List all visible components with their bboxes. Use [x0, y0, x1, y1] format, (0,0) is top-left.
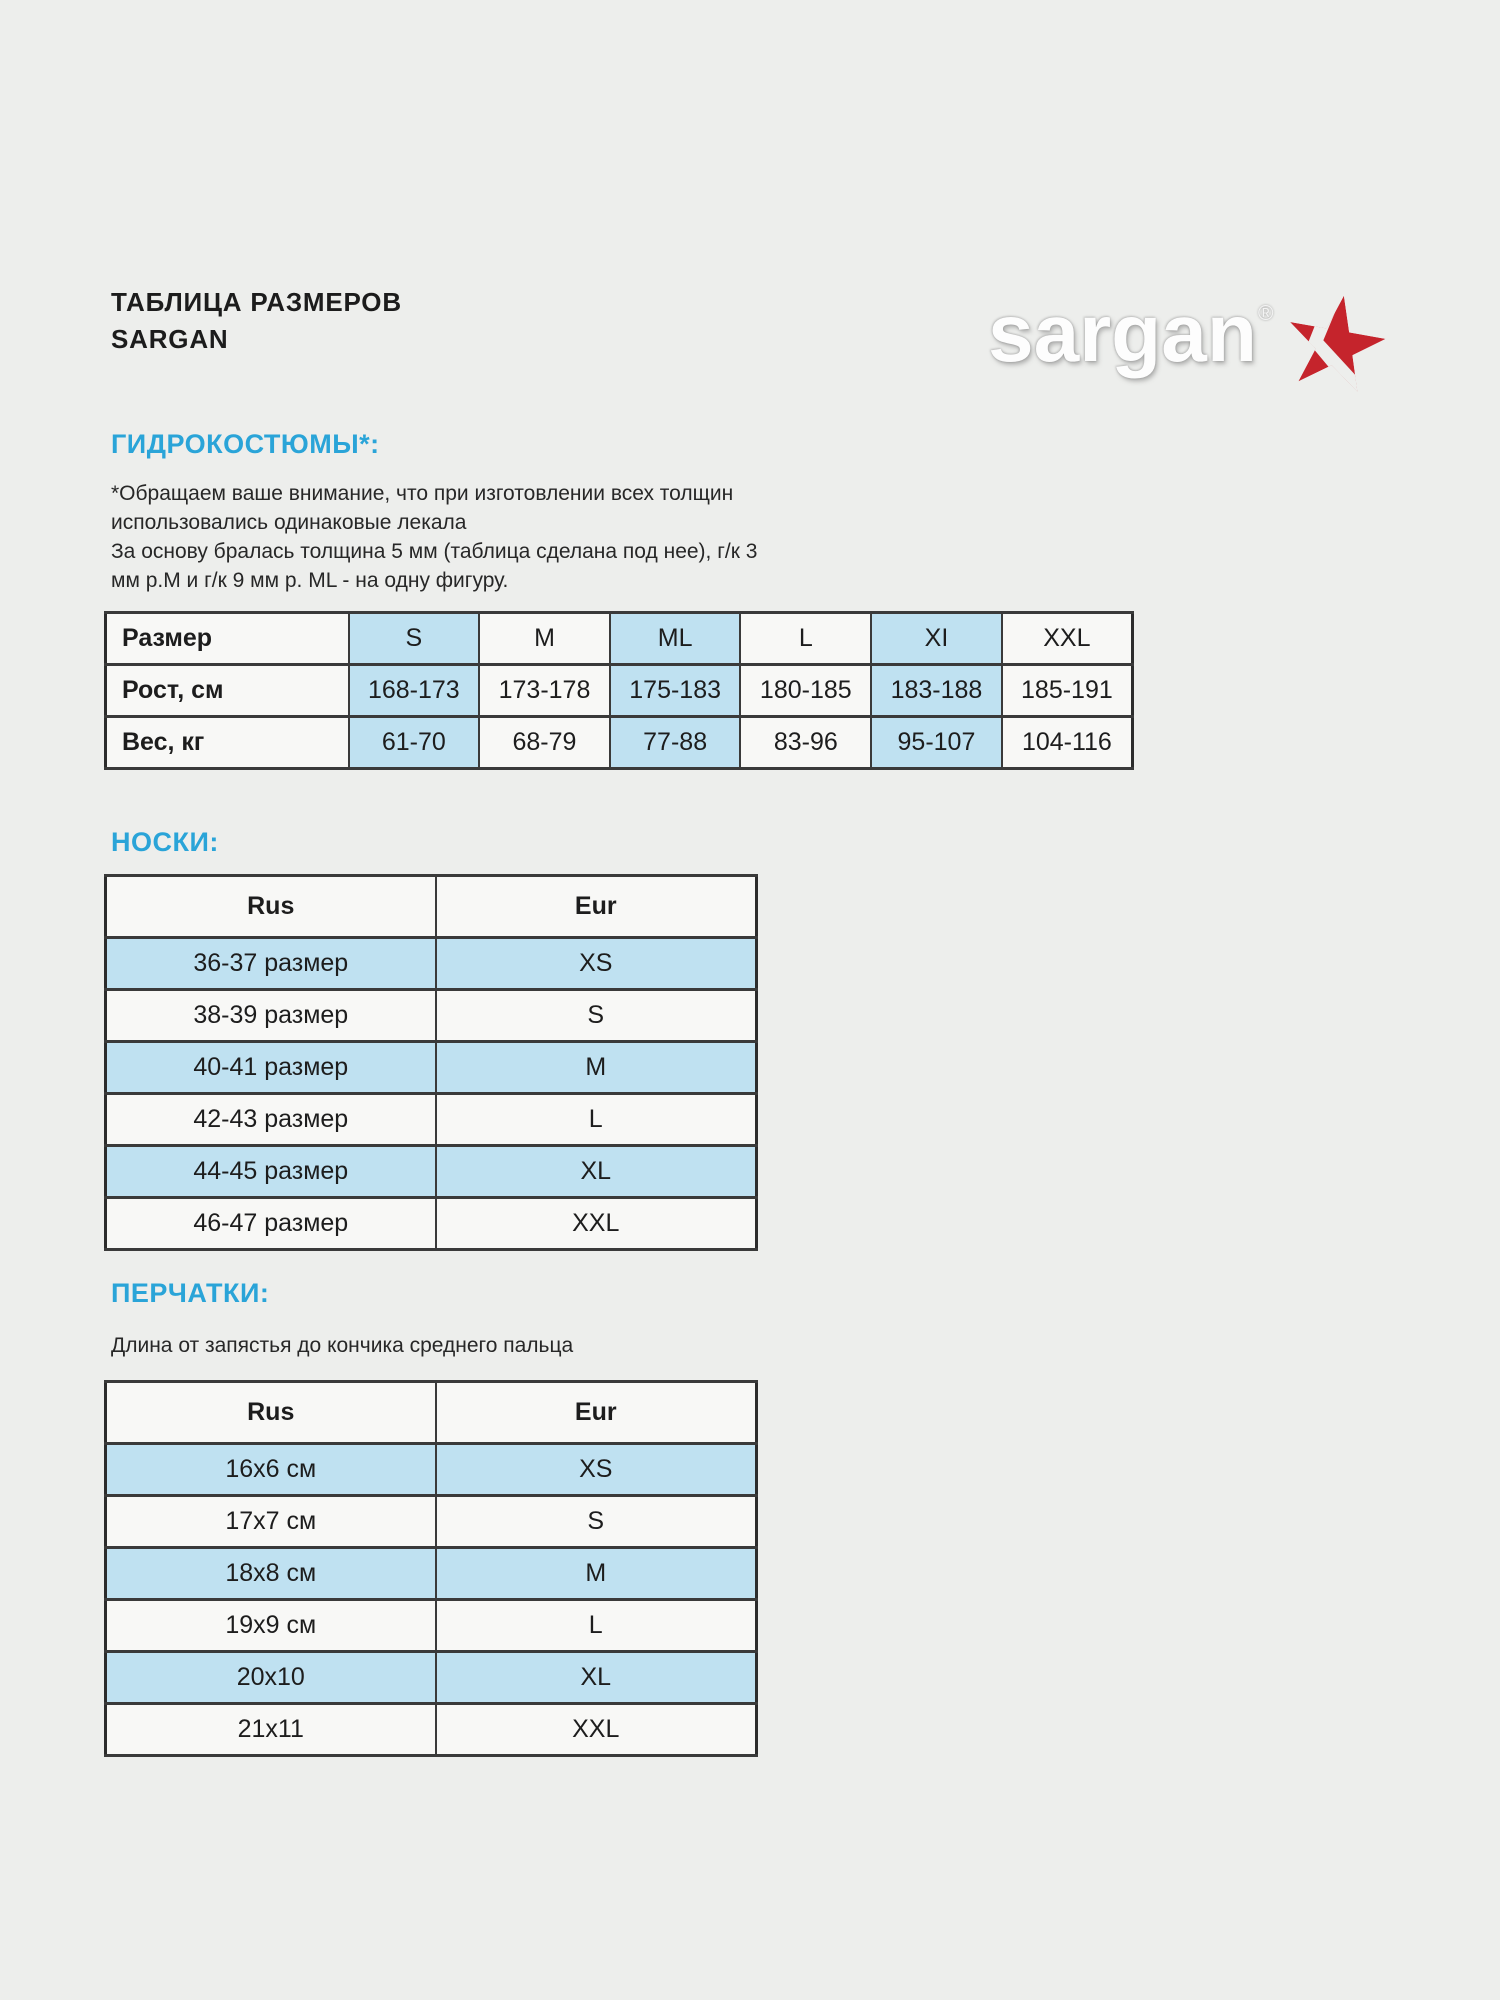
value-cell: 42-43 размер — [104, 1092, 437, 1147]
table-row: 38-39 размер S — [104, 988, 758, 1043]
table-row: Размер S M ML L XI XXL — [104, 611, 1134, 666]
value-cell: S — [434, 988, 758, 1043]
value-cell: M — [434, 1546, 758, 1601]
wetsuits-note-line: *Обращаем ваше внимание, что при изготов… — [111, 482, 734, 505]
size-header-cell: XXL — [1000, 611, 1134, 666]
row-label: Рост, см — [104, 663, 350, 718]
value-cell: 18x8 см — [104, 1546, 437, 1601]
value-cell: 180-185 — [739, 663, 873, 718]
wetsuits-note-line: использовались одинаковые лекала — [111, 511, 467, 534]
wetsuits-note-line: За основу бралась толщина 5 мм (таблица … — [111, 540, 758, 563]
value-cell: XS — [434, 936, 758, 991]
value-cell: L — [434, 1092, 758, 1147]
value-cell: XL — [434, 1650, 758, 1705]
wetsuits-note: *Обращаем ваше внимание, что при изготов… — [111, 479, 757, 595]
table-row: 21x11 XXL — [104, 1702, 758, 1757]
value-cell: 17x7 см — [104, 1494, 437, 1549]
value-cell: 175-183 — [608, 663, 742, 718]
value-cell: 21x11 — [104, 1702, 437, 1757]
row-label: Вес, кг — [104, 715, 350, 770]
sargan-star-icon — [1290, 295, 1386, 392]
value-cell: XL — [434, 1144, 758, 1199]
value-cell: 95-107 — [870, 715, 1003, 770]
gloves-section-heading: ПЕРЧАТКИ: — [111, 1278, 270, 1308]
value-cell: 38-39 размер — [104, 988, 437, 1043]
value-cell: 173-178 — [478, 663, 611, 718]
value-cell: 104-116 — [1000, 715, 1134, 770]
size-header-cell: M — [478, 611, 611, 666]
table-row: 17x7 см S — [104, 1494, 758, 1549]
value-cell: XXL — [434, 1702, 758, 1757]
table-row: Рост, см 168-173 173-178 175-183 180-185… — [104, 663, 1134, 718]
gloves-size-table: Rus Eur 16x6 см XS 17x7 см S 18x8 см M 1… — [104, 1380, 758, 1757]
table-row: 42-43 размер L — [104, 1092, 758, 1147]
registered-trademark-icon: ® — [1258, 302, 1274, 325]
table-row: Вес, кг 61-70 68-79 77-88 83-96 95-107 1… — [104, 715, 1134, 770]
socks-section-heading: НОСКИ: — [111, 827, 219, 857]
column-header: Eur — [434, 1380, 758, 1445]
value-cell: 61-70 — [347, 715, 481, 770]
value-cell: 44-45 размер — [104, 1144, 437, 1199]
value-cell: 183-188 — [870, 663, 1003, 718]
value-cell: XXL — [434, 1196, 758, 1251]
size-header-cell: XI — [870, 611, 1003, 666]
document-title-line1: ТАБЛИЦА РАЗМЕРОВ — [111, 287, 402, 317]
table-row: 18x8 см M — [104, 1546, 758, 1601]
size-header-cell: L — [739, 611, 873, 666]
table-row: 40-41 размер M — [104, 1040, 758, 1095]
table-row: 44-45 размер XL — [104, 1144, 758, 1199]
value-cell: 20x10 — [104, 1650, 437, 1705]
socks-size-table: Rus Eur 36-37 размер XS 38-39 размер S 4… — [104, 874, 758, 1251]
table-header-row: Rus Eur — [104, 1380, 758, 1445]
value-cell: M — [434, 1040, 758, 1095]
column-header: Eur — [434, 874, 758, 939]
table-header-row: Rus Eur — [104, 874, 758, 939]
column-header: Rus — [104, 874, 437, 939]
gloves-measure-note: Длина от запястья до кончика среднего па… — [111, 1334, 574, 1357]
table-row: 16x6 см XS — [104, 1442, 758, 1497]
document-title: ТАБЛИЦА РАЗМЕРОВ SARGAN — [111, 284, 402, 358]
wetsuits-note-line: мм р.М и г/к 9 мм р. ML - на одну фигуру… — [111, 569, 509, 592]
table-row: 20x10 XL — [104, 1650, 758, 1705]
value-cell: L — [434, 1598, 758, 1653]
size-header-cell: ML — [608, 611, 742, 666]
table-row: 46-47 размер XXL — [104, 1196, 758, 1251]
value-cell: 168-173 — [347, 663, 481, 718]
value-cell: 77-88 — [608, 715, 742, 770]
wetsuits-size-table: Размер S M ML L XI XXL Рост, см 168-173 … — [104, 611, 1134, 770]
column-header: Rus — [104, 1380, 437, 1445]
value-cell: 16x6 см — [104, 1442, 437, 1497]
sargan-logo-text: sargan — [988, 288, 1257, 379]
wetsuits-section-heading: ГИДРОКОСТЮМЫ*: — [111, 429, 380, 459]
value-cell: 19x9 см — [104, 1598, 437, 1653]
table-corner-label: Размер — [104, 611, 350, 666]
value-cell: S — [434, 1494, 758, 1549]
value-cell: 46-47 размер — [104, 1196, 437, 1251]
table-row: 36-37 размер XS — [104, 936, 758, 991]
size-header-cell: S — [347, 611, 481, 666]
value-cell: 40-41 размер — [104, 1040, 437, 1095]
document-title-line2: SARGAN — [111, 324, 229, 354]
sargan-logo: sargan ® — [988, 290, 1408, 410]
value-cell: XS — [434, 1442, 758, 1497]
value-cell: 83-96 — [739, 715, 873, 770]
value-cell: 36-37 размер — [104, 936, 437, 991]
value-cell: 185-191 — [1000, 663, 1134, 718]
table-row: 19x9 см L — [104, 1598, 758, 1653]
value-cell: 68-79 — [478, 715, 611, 770]
